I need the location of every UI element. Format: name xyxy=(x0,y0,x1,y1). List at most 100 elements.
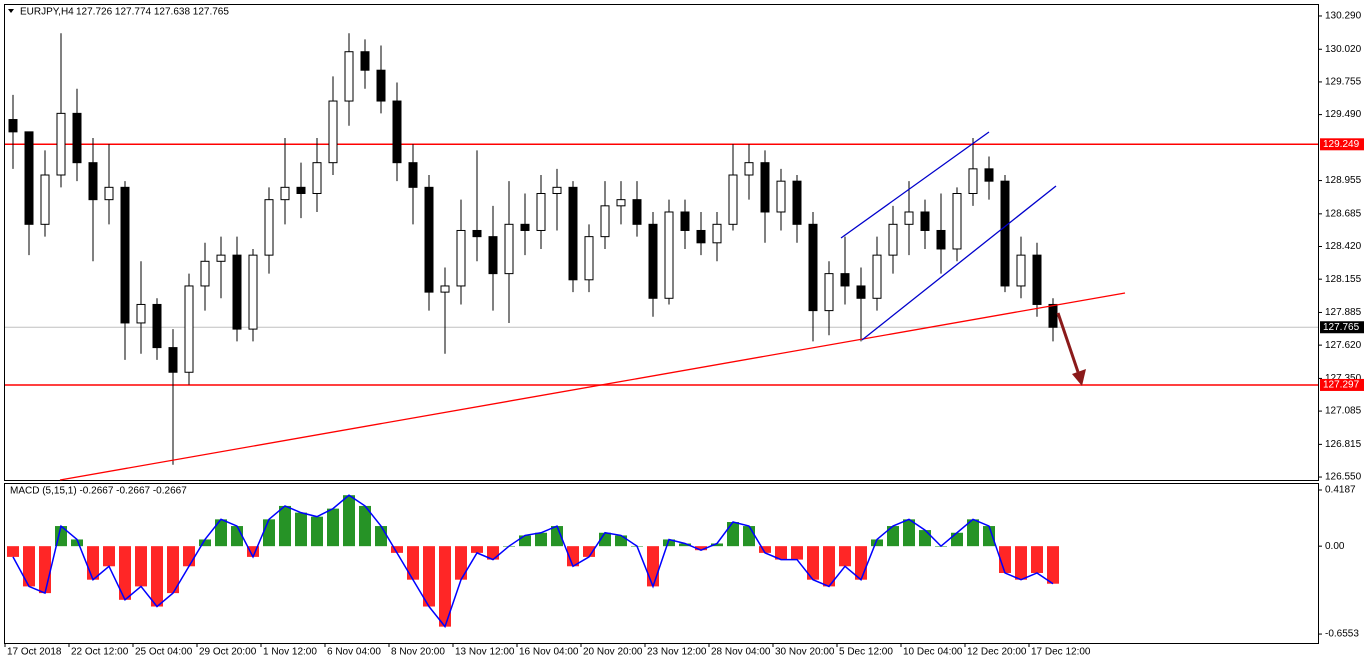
x-tick-label: 23 Nov 12:00 xyxy=(647,647,707,658)
candle-body xyxy=(568,186,578,281)
candle-body xyxy=(504,223,514,275)
macd-bar xyxy=(103,546,115,567)
candle-body xyxy=(280,186,290,201)
macd-bar xyxy=(663,539,675,547)
candle-body xyxy=(408,162,418,188)
candle-body xyxy=(1016,254,1026,287)
macd-bar xyxy=(71,539,83,547)
candle-body xyxy=(344,51,354,102)
candle-body xyxy=(40,174,50,225)
candle-body xyxy=(904,211,914,225)
macd-bar xyxy=(855,546,867,580)
y-tick-label: 127.885 xyxy=(1325,307,1362,318)
macd-bar xyxy=(23,546,35,587)
macd-bar xyxy=(327,508,339,547)
last-price-label: 127.765 xyxy=(1323,322,1360,333)
candle-body xyxy=(312,162,322,194)
symbol: EURJPY,H4 xyxy=(20,7,74,18)
candle-body xyxy=(88,162,98,201)
macd-bar xyxy=(775,546,787,560)
candle-body xyxy=(856,285,866,299)
macd-bar xyxy=(199,539,211,547)
x-tick-label: 1 Nov 12:00 xyxy=(263,647,317,658)
macd-bar xyxy=(87,546,99,580)
macd-bar xyxy=(311,516,323,547)
macd-bar xyxy=(295,512,307,547)
candle-body xyxy=(104,186,114,201)
macd-bar xyxy=(439,546,451,627)
macd-bar xyxy=(375,526,387,547)
candle-body xyxy=(728,174,738,225)
macd-bar xyxy=(919,530,931,547)
y-tick-label: 126.550 xyxy=(1325,472,1362,483)
macd-bar xyxy=(647,546,659,587)
candle-body xyxy=(808,223,818,312)
candle-body xyxy=(1032,254,1042,305)
channel-upper xyxy=(840,131,990,239)
candle-body xyxy=(648,223,658,299)
macd-bar xyxy=(407,546,419,580)
candle-body xyxy=(72,112,82,164)
x-tick-label: 17 Oct 2018 xyxy=(7,647,62,658)
candle-body xyxy=(184,285,194,373)
trend-line xyxy=(59,292,1126,481)
candle-body xyxy=(888,223,898,256)
y-tick-label: 128.420 xyxy=(1325,241,1362,252)
candle-body xyxy=(712,223,722,244)
macd-bar xyxy=(615,535,627,547)
main-panel xyxy=(4,4,1319,481)
candle-body xyxy=(600,205,610,238)
macd-line xyxy=(12,494,1054,629)
candle-body xyxy=(120,186,130,324)
candle-body xyxy=(248,254,258,330)
macd-bar xyxy=(791,546,803,560)
x-tick-label: 8 Nov 20:00 xyxy=(391,647,445,658)
level-label: 129.249 xyxy=(1323,139,1360,150)
candle-body xyxy=(632,199,642,225)
macd-bar xyxy=(679,543,691,547)
candle-body xyxy=(1048,303,1058,328)
macd-bar xyxy=(583,546,595,557)
x-tick-label: 12 Dec 20:00 xyxy=(967,647,1027,658)
candle-body xyxy=(328,100,338,164)
candle-body xyxy=(360,51,370,71)
candle-body xyxy=(440,285,450,293)
y-tick-label: 127.620 xyxy=(1325,340,1362,351)
y-tick-label: 129.490 xyxy=(1325,109,1362,120)
x-tick-label: 28 Nov 04:00 xyxy=(711,647,771,658)
y-tick-label: 126.815 xyxy=(1325,439,1362,450)
macd-bar xyxy=(263,519,275,547)
candle-body xyxy=(824,273,834,312)
candle-body xyxy=(472,229,482,238)
macd-bar xyxy=(887,526,899,547)
macd-bar xyxy=(807,546,819,580)
x-tick-label: 25 Oct 04:00 xyxy=(135,647,193,658)
candle-body xyxy=(168,347,178,373)
y-tick-label: 128.155 xyxy=(1325,274,1362,285)
candle-body xyxy=(840,273,850,287)
macd-bar xyxy=(1047,546,1059,584)
candle-body xyxy=(584,236,594,281)
candle-body xyxy=(872,254,882,299)
candle-body xyxy=(744,162,754,176)
channel-lower xyxy=(861,185,1057,341)
level-label: 127.297 xyxy=(1323,380,1360,391)
candle-body xyxy=(984,168,994,182)
candle-body xyxy=(136,303,146,324)
arrow-shaft xyxy=(1056,312,1080,373)
y-tick-label: 127.350 xyxy=(1325,373,1362,384)
macd-bar xyxy=(231,526,243,547)
macd-bar xyxy=(391,546,403,553)
menu-arrow[interactable] xyxy=(8,9,14,13)
y-tick-label: 127.085 xyxy=(1325,406,1362,417)
macd-bar xyxy=(7,546,19,557)
y-tick-label: 0.4187 xyxy=(1325,485,1356,496)
macd-bar xyxy=(535,532,547,547)
macd-bar xyxy=(567,546,579,567)
last-price-bg xyxy=(1320,321,1364,334)
ohlc: 127.726 127.774 127.638 127.765 xyxy=(76,7,229,18)
candle-body xyxy=(456,229,466,287)
arrow-head xyxy=(1072,369,1086,386)
